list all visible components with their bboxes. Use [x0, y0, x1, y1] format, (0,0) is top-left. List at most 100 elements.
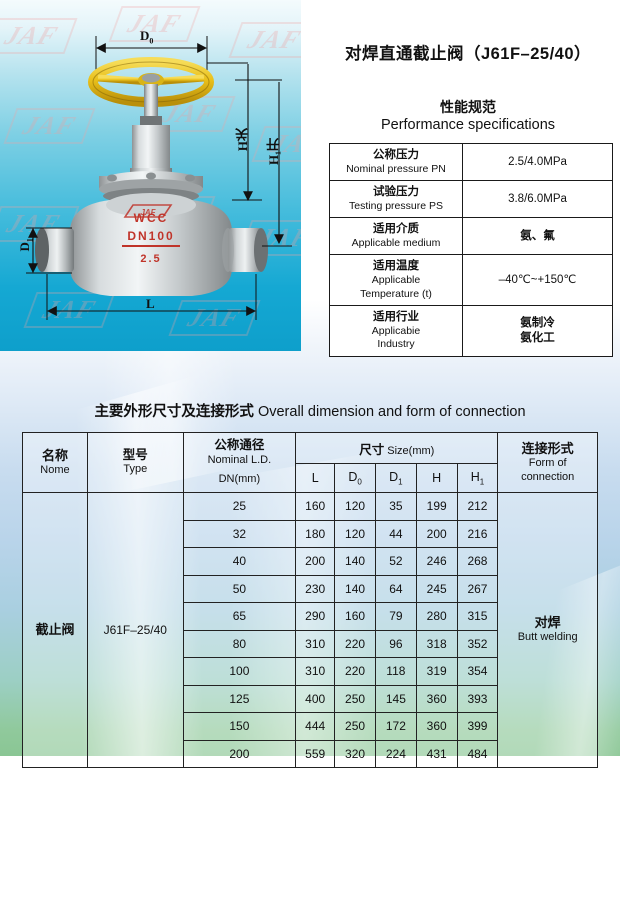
cell-d1: 172 — [374, 712, 417, 741]
performance-label-en: Testing pressure PS — [349, 199, 443, 212]
performance-label-en: Applicable medium — [351, 237, 441, 250]
cell-d0: 120 — [334, 492, 376, 521]
cell-d1: 44 — [374, 519, 417, 548]
performance-label-cn: 适用行业 — [373, 311, 419, 324]
performance-label-en: Applicabie — [371, 324, 421, 337]
performance-row: 适用行业 Applicabie Industry 氨制冷 氨化工 — [329, 305, 613, 357]
header-size-col-d1: D1 — [374, 463, 417, 493]
product-photo-panel: JAF JAF JAF JAF JAF JAF JAF JAF JAF JAF … — [0, 0, 301, 351]
cell-l: 310 — [295, 629, 336, 658]
performance-label-cn: 试验压力 — [373, 186, 419, 199]
cell-d1: 118 — [374, 657, 417, 686]
cell-l: 444 — [295, 712, 336, 741]
cell-d0: 220 — [334, 629, 376, 658]
cell-d1: 35 — [374, 492, 417, 521]
dimension-title-en: Overall dimension and form of connection — [257, 404, 526, 420]
cell-dn: 25 — [182, 492, 297, 521]
table-row: 截止阀 J61F–25/40 25 160 120 35 199 212 对焊 Butt weld… — [22, 492, 598, 768]
cell-d0: 220 — [334, 657, 376, 686]
performance-value-line: 氨、氟 — [520, 230, 555, 243]
cell-connection-form: 对焊 Butt welding — [497, 492, 598, 768]
cell-h1: 315 — [456, 602, 499, 631]
cell-d1: 79 — [374, 602, 417, 631]
performance-row: 适用介质 Applicable medium 氨、氟 — [329, 217, 613, 256]
header-size-col-l: L — [295, 463, 336, 493]
performance-label: 适用介质 Applicable medium — [329, 217, 463, 256]
performance-value: –40℃~+150℃ — [462, 254, 613, 307]
cell-h: 431 — [415, 739, 458, 768]
dimension-label-l: L — [146, 296, 155, 311]
cell-d1: 145 — [374, 684, 417, 713]
performance-value-line: 2.5/4.0MPa — [508, 155, 567, 168]
cell-l: 160 — [295, 492, 336, 521]
cell-h1: 268 — [456, 547, 499, 576]
cell-d0: 120 — [334, 519, 376, 548]
cell-h1: 399 — [456, 712, 499, 741]
cell-h1: 212 — [456, 492, 499, 521]
performance-label-en: Nominal pressure PN — [346, 162, 446, 175]
header-nominal-diameter: 公称通径 Nominal L.D. DN(mm) — [182, 432, 297, 493]
cell-h1: 267 — [456, 574, 499, 603]
dimension-label-h-closed: H关 — [235, 128, 250, 152]
cell-d1: 64 — [374, 574, 417, 603]
performance-label-cn: 适用介质 — [373, 223, 419, 236]
performance-row: 适用温度 Applicable Temperature (t) –40℃~+150℃ — [329, 254, 613, 307]
page-title: 对焊直通截止阀（J61F–25/40） — [344, 45, 592, 63]
cell-valve-name: 截止阀 — [22, 492, 88, 768]
header-connection-form: 连接形式 Form of connection — [497, 432, 598, 493]
cell-dn: 32 — [182, 519, 297, 548]
cell-l: 230 — [295, 574, 336, 603]
performance-row: 试验压力 Testing pressure PS 3.8/6.0MPa — [329, 180, 613, 219]
performance-specifications-table: 公称压力 Nominal pressure PN 2.5/4.0MPa 试验压力 Tes… — [329, 142, 613, 357]
performance-label-cn: 适用温度 — [373, 260, 419, 273]
cell-l: 180 — [295, 519, 336, 548]
cell-h1: 484 — [456, 739, 499, 768]
cell-dn: 125 — [182, 684, 297, 713]
dimension-section-title: 主要外形尺寸及连接形式 Overall dimension and form o… — [10, 400, 610, 421]
connection-cn: 对焊 — [534, 615, 561, 630]
dimension-label-h1-open: H₁开 — [266, 138, 281, 166]
svg-text:DN100: DN100 — [127, 229, 174, 243]
dimension-label-d1: D1 — [16, 238, 35, 252]
performance-title-cn: 性能规范 — [440, 99, 496, 115]
performance-value-line: 氨化工 — [520, 331, 555, 344]
performance-label: 公称压力 Nominal pressure PN — [329, 142, 463, 182]
cell-d0: 320 — [334, 739, 376, 768]
cell-l: 200 — [295, 547, 336, 576]
performance-value: 2.5/4.0MPa — [462, 142, 613, 182]
cell-dn: 100 — [182, 657, 297, 686]
cell-h: 318 — [415, 629, 458, 658]
cell-l: 400 — [295, 684, 336, 713]
cell-d0: 140 — [334, 547, 376, 576]
cell-d0: 250 — [334, 712, 376, 741]
cell-dn: 200 — [182, 739, 297, 768]
cell-h: 199 — [415, 492, 458, 521]
header-type: 型号 Type — [86, 432, 184, 493]
performance-label-cn: 公称压力 — [373, 149, 419, 161]
cell-h1: 393 — [456, 684, 499, 713]
cell-l: 559 — [295, 739, 336, 768]
cell-h: 245 — [415, 574, 458, 603]
performance-row: 公称压力 Nominal pressure PN 2.5/4.0MPa — [329, 142, 613, 182]
dimension-label-d0: D0 — [140, 28, 154, 46]
header-size-col-h1: H1 — [456, 463, 499, 493]
header-name: 名称 Nome — [22, 432, 88, 493]
cell-dn: 150 — [182, 712, 297, 741]
header-size-group: 尺寸 Size(mm) — [295, 432, 499, 464]
cell-d0: 250 — [334, 684, 376, 713]
cell-h: 360 — [415, 684, 458, 713]
performance-label: 适用温度 Applicable Temperature (t) — [329, 254, 463, 307]
svg-text:JAF: JAF — [140, 208, 156, 217]
performance-label-en: Applicable — [371, 274, 421, 287]
cell-h1: 354 — [456, 657, 499, 686]
cell-l: 310 — [295, 657, 336, 686]
cell-d0: 140 — [334, 574, 376, 603]
svg-text:2.5: 2.5 — [140, 253, 161, 265]
svg-text:WCC: WCC — [134, 211, 169, 225]
cell-h1: 216 — [456, 519, 499, 548]
cell-l: 290 — [295, 602, 336, 631]
cell-h: 360 — [415, 712, 458, 741]
cell-h1: 352 — [456, 629, 499, 658]
cell-d1: 96 — [374, 629, 417, 658]
cell-d0: 160 — [334, 602, 376, 631]
